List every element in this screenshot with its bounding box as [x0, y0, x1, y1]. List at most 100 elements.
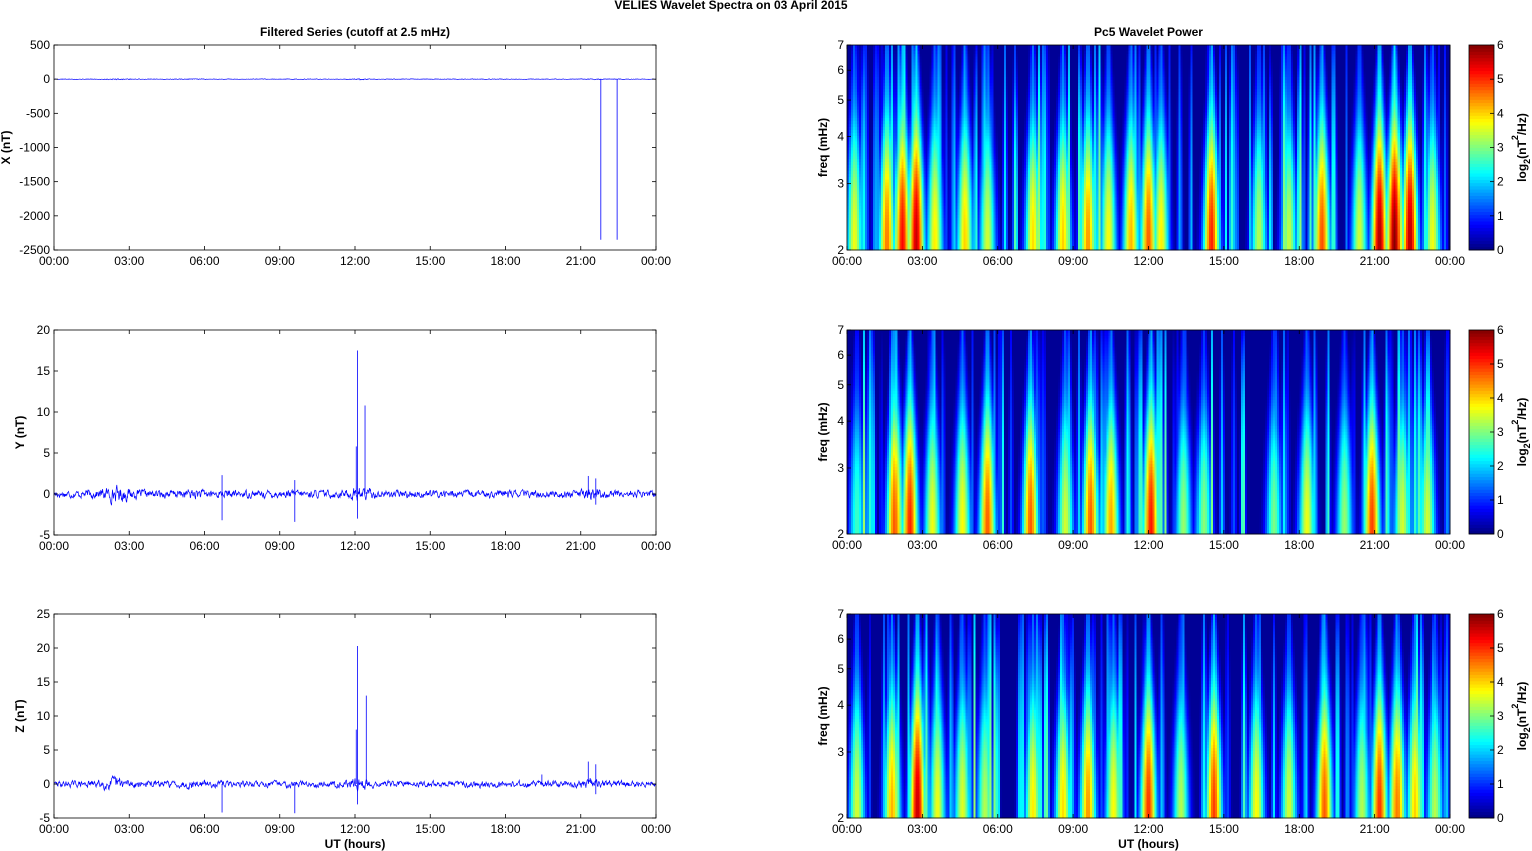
colorbar-swatch [1469, 131, 1494, 135]
y-tick-label: 3 [837, 745, 844, 759]
y-axis-label: freq (mHz) [816, 402, 830, 461]
colorbar-swatch [1469, 780, 1494, 784]
colorbar-swatch [1469, 633, 1494, 637]
colorbar-swatch [1469, 202, 1494, 206]
x-tick-label: 00:00 [641, 822, 671, 836]
x-tick-label: 15:00 [415, 539, 445, 553]
colorbar-swatch [1469, 454, 1494, 458]
colorbar-swatch [1469, 106, 1494, 110]
colorbar-swatch [1469, 189, 1494, 193]
colorbar-swatch [1469, 691, 1494, 695]
y-tick-label: 6 [837, 63, 844, 77]
colorbar-swatch [1469, 45, 1494, 49]
x-tick-label: 12:00 [1133, 822, 1163, 836]
y-tick-label: 0 [43, 487, 50, 501]
colorbar-swatch [1469, 671, 1494, 675]
colorbar-swatch [1469, 343, 1494, 347]
colorbar-swatch [1469, 93, 1494, 97]
colorbar-swatch [1469, 505, 1494, 509]
colorbar-tick-label: 6 [1497, 38, 1504, 52]
colorbar-swatch [1469, 502, 1494, 506]
colorbar-swatch [1469, 668, 1494, 672]
y-axis-label: X (nT) [0, 131, 13, 165]
colorbar-tick-label: 3 [1497, 425, 1504, 439]
colorbar-swatch [1469, 176, 1494, 180]
colorbar-swatch [1469, 738, 1494, 742]
x-tick-label: 18:00 [490, 539, 520, 553]
colorbar-swatch [1469, 719, 1494, 723]
colorbar-swatch [1469, 681, 1494, 685]
colorbar-swatch [1469, 157, 1494, 161]
colorbar-swatch [1469, 659, 1494, 663]
colorbar-swatch [1469, 64, 1494, 68]
colorbar-swatch [1469, 336, 1494, 340]
y-tick-label: 5 [837, 93, 844, 107]
colorbar-label-part: log [1515, 732, 1529, 750]
colorbar-swatch [1469, 509, 1494, 513]
colorbar-swatch [1469, 96, 1494, 100]
colorbar-label-part: /Hz) [1515, 398, 1529, 420]
colorbar-swatch [1469, 630, 1494, 634]
colorbar-tick-label: 2 [1497, 743, 1504, 757]
colorbar-swatch [1469, 154, 1494, 158]
colorbar-swatch [1469, 51, 1494, 55]
colorbar-tick-label: 1 [1497, 777, 1504, 791]
colorbar-swatch [1469, 710, 1494, 714]
colorbar-swatch [1469, 71, 1494, 75]
x-tick-label: 06:00 [189, 254, 219, 268]
colorbar-label-part: /Hz) [1515, 682, 1529, 704]
colorbar-swatch [1469, 438, 1494, 442]
y-tick-label: 5 [837, 378, 844, 392]
colorbar-swatch [1469, 403, 1494, 407]
y-tick-label: -500 [26, 106, 50, 120]
x-tick-label: 00:00 [39, 539, 69, 553]
y-tick-label: 0 [43, 777, 50, 791]
colorbar-tick-label: 5 [1497, 641, 1504, 655]
colorbar-swatch [1469, 499, 1494, 503]
colorbar-swatch [1469, 138, 1494, 142]
colorbar-swatch [1469, 448, 1494, 452]
plot-area [54, 614, 656, 818]
y-tick-label: 10 [37, 709, 51, 723]
colorbar-tick-label: 5 [1497, 72, 1504, 86]
x-tick-label: 00:00 [1435, 254, 1465, 268]
colorbar-swatch [1469, 330, 1494, 334]
colorbar-swatch [1469, 394, 1494, 398]
colorbar-swatch [1469, 167, 1494, 171]
x-tick-label: 00:00 [641, 539, 671, 553]
colorbar-swatch [1469, 802, 1494, 806]
x-tick-label: 03:00 [907, 254, 937, 268]
colorbar-swatch [1469, 365, 1494, 369]
colorbar-label-part: (nT [1515, 708, 1529, 727]
colorbar-swatch [1469, 228, 1494, 232]
colorbar-swatch [1469, 391, 1494, 395]
colorbar-swatch [1469, 706, 1494, 710]
colorbar-swatch [1469, 109, 1494, 113]
colorbar-label: log2(nT2/Hz) [1510, 113, 1532, 182]
colorbar-label: log2(nT2/Hz) [1510, 398, 1532, 467]
x-tick-label: 00:00 [832, 822, 862, 836]
x-tick-label: 21:00 [566, 539, 596, 553]
x-tick-label: 00:00 [39, 822, 69, 836]
x-tick-label: 03:00 [114, 539, 144, 553]
colorbar-swatch [1469, 473, 1494, 477]
colorbar-swatch [1469, 627, 1494, 631]
colorbar-swatch [1469, 700, 1494, 704]
x-tick-label: 21:00 [1360, 822, 1390, 836]
x-tick-label: 18:00 [1284, 822, 1314, 836]
panel-title: Filtered Series (cutoff at 2.5 mHz) [260, 25, 450, 39]
x-tick-label: 12:00 [340, 254, 370, 268]
colorbar-swatch [1469, 368, 1494, 372]
y-tick-label: 5 [43, 446, 50, 460]
colorbar-swatch [1469, 234, 1494, 238]
colorbar-swatch [1469, 199, 1494, 203]
x-tick-label: 18:00 [490, 822, 520, 836]
y-tick-label: 0 [43, 72, 50, 86]
colorbar-swatch [1469, 754, 1494, 758]
colorbar-label-part: (nT [1515, 140, 1529, 159]
plot-area [54, 45, 656, 250]
x-tick-label: 21:00 [1360, 254, 1390, 268]
colorbar-swatch [1469, 61, 1494, 65]
colorbar-label-part: (nT [1515, 424, 1529, 443]
